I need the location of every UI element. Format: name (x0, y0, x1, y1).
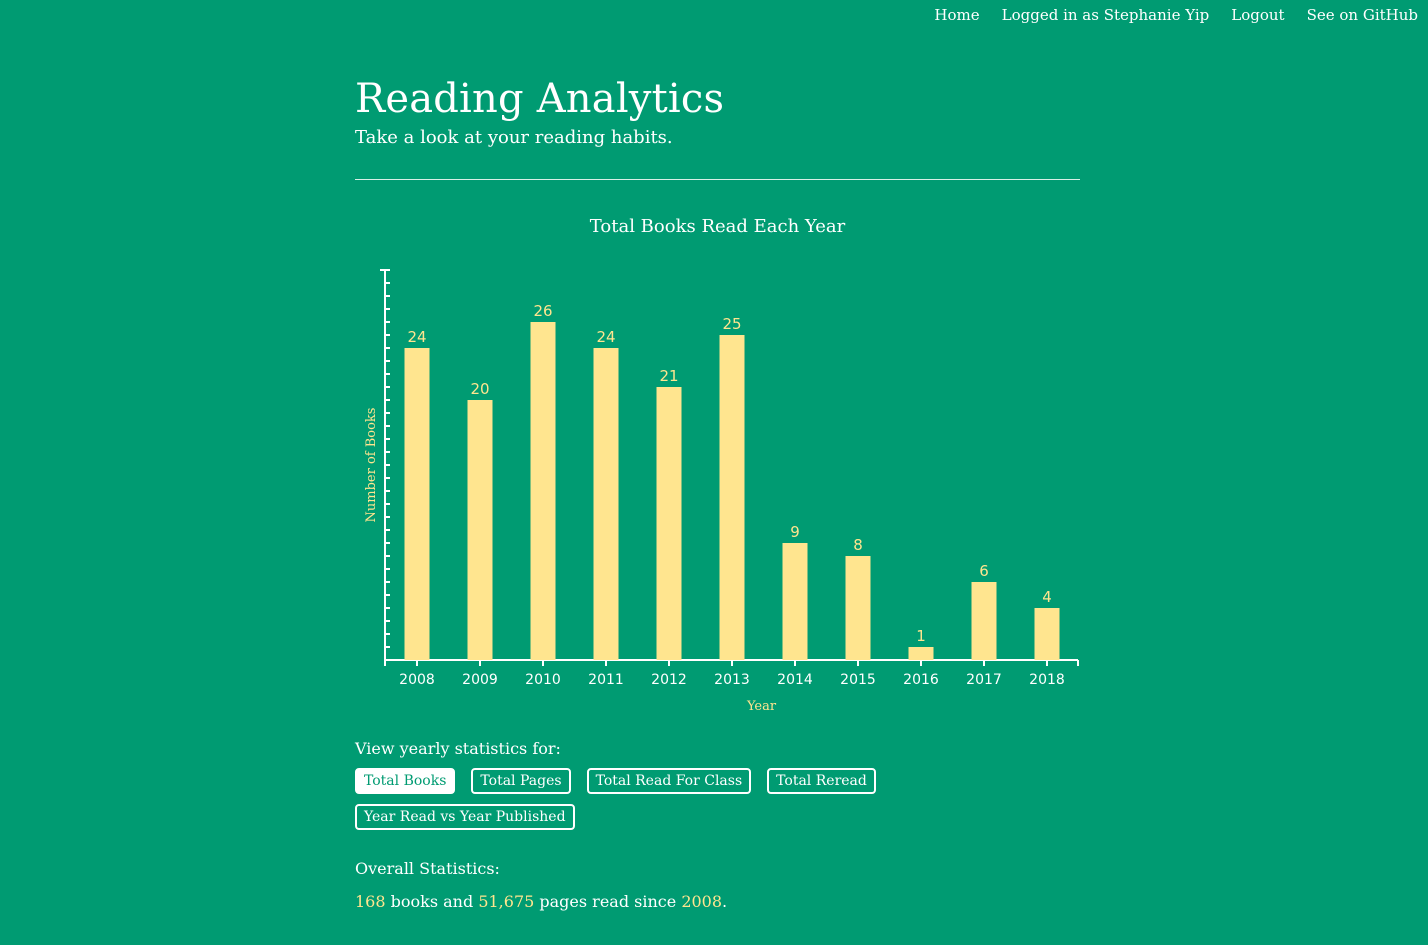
bar (719, 335, 745, 660)
chart-title: Total Books Read Each Year (589, 216, 846, 237)
x-tick-label: 2014 (777, 672, 813, 688)
x-axis-label: Year (746, 699, 777, 714)
bar (656, 387, 682, 660)
x-tick-label: 2008 (399, 672, 435, 688)
stat-button-row-2: Year Read vs Year Published (355, 804, 575, 830)
bar-value-label: 26 (533, 302, 552, 320)
bar (593, 348, 619, 660)
books-and-text: books and (385, 892, 479, 911)
nav-home-link[interactable]: Home (934, 6, 980, 24)
total-pages-button[interactable]: Total Pages (471, 768, 571, 794)
y-axis-label: Number of Books (364, 408, 379, 523)
bar-value-label: 9 (790, 523, 800, 541)
total-read-for-class-button[interactable]: Total Read For Class (586, 768, 752, 794)
overall-statistics-label: Overall Statistics: (355, 859, 500, 878)
sentence-end: . (722, 892, 728, 911)
bar (971, 582, 997, 660)
x-tick-label: 2009 (462, 672, 498, 688)
total-books-count: 168 (355, 892, 386, 911)
total-pages-count: 51,675 (478, 892, 535, 911)
bar-value-label: 24 (407, 328, 426, 346)
total-books-button[interactable]: Total Books (355, 768, 456, 794)
x-tick-label: 2015 (840, 672, 876, 688)
total-reread-button[interactable]: Total Reread (767, 768, 876, 794)
x-tick-label: 2010 (525, 672, 561, 688)
bar-chart: 24 2008 20 2009 26 2010 24 2011 21 2012 25 2013 9 201… (364, 269, 1079, 714)
page-title: Reading Analytics (355, 76, 725, 122)
stat-button-row-1: Total Books Total Pages Total Read For C… (355, 768, 876, 794)
page-subtitle: Take a look at your reading habits. (355, 127, 673, 148)
bar-value-label: 21 (659, 367, 678, 385)
year-read-vs-published-button[interactable]: Year Read vs Year Published (355, 804, 575, 830)
bar (404, 348, 430, 660)
bar-value-label: 20 (470, 380, 489, 398)
bar-value-label: 6 (979, 562, 989, 580)
bar-value-label: 1 (916, 627, 926, 645)
bar (467, 400, 493, 660)
bar-value-label: 4 (1042, 588, 1052, 606)
bar (1034, 608, 1060, 660)
bar (908, 647, 934, 660)
bar (782, 543, 808, 660)
divider (355, 179, 1080, 180)
x-tick-label: 2012 (651, 672, 687, 688)
bar-value-label: 25 (722, 315, 741, 333)
bar (530, 322, 556, 660)
x-tick-label: 2016 (903, 672, 939, 688)
x-tick-label: 2011 (588, 672, 624, 688)
nav-logout-link[interactable]: Logout (1231, 6, 1285, 24)
view-yearly-label: View yearly statistics for: (355, 739, 561, 758)
x-tick-label: 2013 (714, 672, 750, 688)
nav-github-link[interactable]: See on GitHub (1306, 6, 1418, 24)
bar (845, 556, 871, 660)
bar-value-label: 24 (596, 328, 615, 346)
bar-value-label: 8 (853, 536, 863, 554)
x-tick-label: 2017 (966, 672, 1002, 688)
overall-statistics-text: 168 books and 51,675 pages read since 20… (355, 892, 727, 911)
since-year: 2008 (681, 892, 723, 911)
x-tick-label: 2018 (1029, 672, 1065, 688)
logged-in-user: Logged in as Stephanie Yip (1001, 6, 1210, 24)
top-nav: Home Logged in as Stephanie Yip Logout S… (912, 6, 1418, 24)
pages-read-since-text: pages read since (534, 892, 682, 911)
